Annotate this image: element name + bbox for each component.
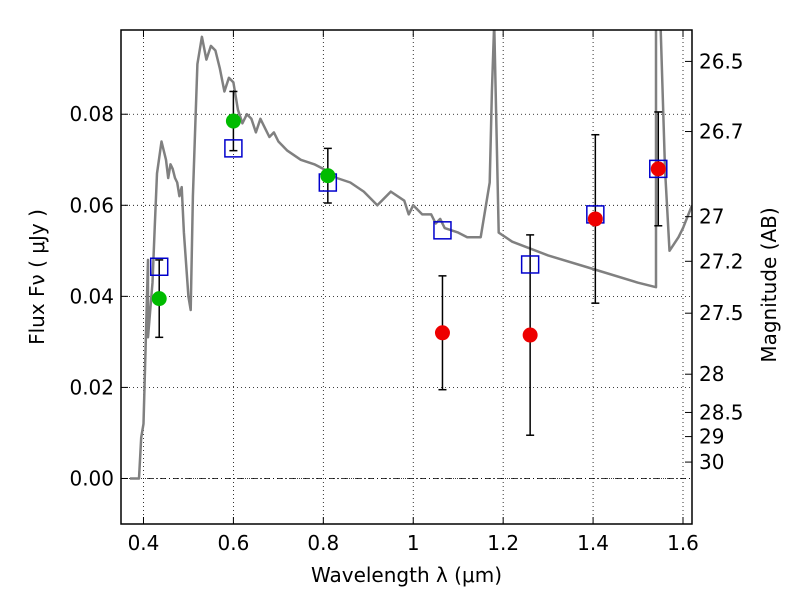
model-spectrum-line xyxy=(130,30,692,480)
y-axis-title: Flux Fν ( μJy ) xyxy=(25,209,49,345)
y-tick-label: 0.04 xyxy=(69,284,114,308)
grid xyxy=(121,30,692,524)
mag-tick-label: 28.5 xyxy=(699,400,744,424)
y-tick-label: 0.06 xyxy=(69,193,114,217)
y-tick-label: 0.08 xyxy=(69,102,114,126)
model-flux-square xyxy=(149,257,169,277)
model-flux-square xyxy=(520,255,540,274)
x-tick-label: 0.6 xyxy=(217,531,249,555)
green-data-point xyxy=(225,113,241,129)
y-tick-label: 0.02 xyxy=(69,375,114,399)
x-tick-label: 1 xyxy=(407,531,420,555)
mag-tick-label: 26.7 xyxy=(699,120,744,144)
mag-tick-label: 27.5 xyxy=(699,301,744,325)
mag-tick-label: 28 xyxy=(699,362,724,386)
mag-tick-label: 27.2 xyxy=(699,249,744,273)
right-axis-title: Magnitude (AB) xyxy=(757,207,781,362)
x-tick-label: 0.8 xyxy=(307,531,339,555)
mag-tick-label: 26.5 xyxy=(699,49,744,73)
y-tick-label: 0.00 xyxy=(69,466,114,490)
mag-tick-label: 29 xyxy=(699,425,724,449)
red-data-point xyxy=(434,325,450,341)
x-tick-label: 1.4 xyxy=(577,531,609,555)
green-data-point xyxy=(151,291,167,307)
plot-area xyxy=(130,30,692,480)
model-flux-square xyxy=(224,139,243,158)
red-data-point xyxy=(587,211,603,227)
x-axis-title: Wavelength λ (μm) xyxy=(311,563,502,587)
x-tick-label: 1.2 xyxy=(487,531,519,555)
axis-ticks: 0.4 0.6 0.8 1 1.2 1.4 1.6 0.00 0.02 0.04 0.06 0.08 2… xyxy=(69,30,744,555)
axes-frame xyxy=(120,29,693,525)
mag-tick-label: 27 xyxy=(699,205,724,229)
model-flux-square xyxy=(433,221,452,240)
x-tick-label: 1.6 xyxy=(667,531,699,555)
model-flux-square xyxy=(649,159,668,179)
red-data-point xyxy=(650,161,666,177)
x-tick-label: 0.4 xyxy=(128,531,160,555)
green-data-point xyxy=(320,168,336,184)
mag-tick-label: 30 xyxy=(699,450,724,474)
red-data-point xyxy=(522,327,538,343)
